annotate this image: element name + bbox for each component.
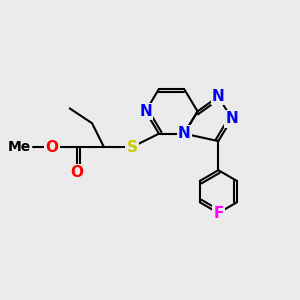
Text: O: O (45, 140, 58, 154)
Text: N: N (139, 104, 152, 119)
Text: F: F (213, 206, 224, 220)
Text: N: N (225, 111, 238, 126)
Text: N: N (178, 126, 190, 141)
Text: N: N (212, 89, 225, 104)
Text: S: S (127, 140, 138, 154)
Text: Me: Me (8, 140, 31, 154)
Text: O: O (71, 165, 84, 180)
